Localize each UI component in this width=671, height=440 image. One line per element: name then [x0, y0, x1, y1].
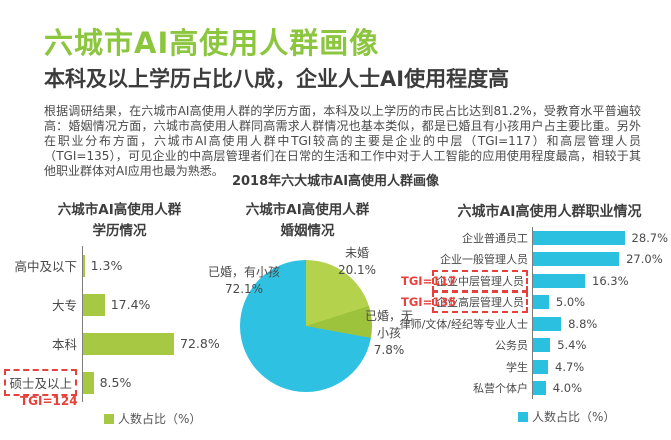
bar-row: 公务员 5.4% — [398, 334, 671, 356]
bar-row: 大专 17.4% — [2, 285, 225, 324]
bar-plot-area: 17.4% — [82, 285, 225, 324]
pie-slice-label: 未婚 — [344, 246, 369, 260]
figure-title: 2018年六大城市AI高使用人群画像 — [231, 174, 440, 189]
occupation-chart-title: 六城市AI高使用人群职业情况 — [457, 204, 642, 220]
marital-chart-title: 六城市AI高使用人群 婚姻情况 — [195, 196, 420, 242]
bar — [83, 332, 174, 355]
bar — [83, 293, 105, 316]
bar — [83, 371, 94, 394]
bar-category-label: 本科 — [51, 337, 77, 352]
bar-row: 律师/文体/经纪等专业人士 8.8% — [398, 313, 671, 335]
education-legend-label: 人数占比（%） — [118, 412, 202, 426]
occupation-legend: 人数占比（%） — [518, 408, 615, 425]
bar-category-label: 公务员 — [495, 339, 528, 353]
bar-plot-area: 4.0% — [532, 377, 671, 399]
marital-pie — [240, 260, 372, 392]
tgi-label: TGI=117 — [401, 273, 457, 288]
bar-row: 私营个体户 4.0% — [398, 377, 671, 399]
pie-label-married-no-kids: 已婚，无小孩 7.8% — [363, 308, 415, 359]
bar-value-label: 28.7% — [631, 230, 669, 245]
education-legend: 人数占比（%） — [104, 410, 201, 427]
pie-label-unmarried: 未婚 20.1% — [331, 245, 383, 279]
pie-slice-value: 72.1% — [224, 282, 264, 296]
bar-value-label: 16.3% — [592, 273, 629, 288]
bar — [533, 338, 551, 353]
bar-plot-area: 1.3% — [82, 246, 225, 285]
occupation-chart: 六城市AI高使用人群职业情况 企业普通员工 28.7% 企业一般管理人员 27.0% T… — [398, 196, 671, 440]
bar-value-label: 72.8% — [180, 336, 220, 351]
bar-category-label: 私营个体户 — [473, 382, 528, 396]
bar-row: 学生 4.7% — [398, 356, 671, 378]
bar — [83, 254, 85, 277]
bar — [533, 316, 562, 331]
bar-row: TGI=124 硕士及以上 8.5% — [2, 363, 225, 408]
tgi-label: TGI=135 — [401, 295, 457, 310]
bar-plot-area: 16.3% — [532, 270, 671, 292]
bar-row: 高中及以下 1.3% — [2, 246, 225, 285]
bar-value-label: 5.0% — [555, 295, 586, 310]
marital-chart-title-line2: 婚姻情况 — [280, 223, 335, 239]
bar-plot-area: 4.7% — [532, 356, 671, 378]
occupation-legend-swatch — [518, 411, 528, 422]
bar — [533, 252, 620, 267]
occupation-legend-label: 人数占比（%） — [532, 410, 616, 424]
bar-value-label: 4.7% — [555, 359, 585, 374]
marital-chart: 六城市AI高使用人群 婚姻情况 已婚，有小孩 72.1% 未婚 20.1% 已婚… — [195, 196, 420, 440]
bar-plot-area: 72.8% — [82, 324, 225, 363]
bar-row: TGI=135 企业高层管理人员 5.0% — [398, 291, 671, 314]
bar-value-label: 1.3% — [90, 258, 123, 273]
bar-row: 企业一般管理人员 27.0% — [398, 248, 671, 270]
bar-category-label: 大专 — [51, 298, 77, 313]
tgi-label: TGI=124 — [20, 394, 78, 408]
pie-slice-value: 7.8% — [373, 343, 405, 357]
pie-slice-value: 20.1% — [337, 263, 377, 277]
bar-category-label: 硕士及以上 — [2, 363, 82, 402]
page-title: 六城市AI高使用人群画像 — [44, 26, 380, 60]
bar-category-label: 律师/文体/经纪等专业人士 — [399, 317, 528, 331]
education-chart-title: 六城市AI高使用人群 学历情况 — [2, 196, 225, 242]
bar-category-label: 企业高层管理人员 — [398, 291, 532, 314]
bar-row: 企业普通员工 28.7% — [398, 227, 671, 249]
occupation-bars: 企业普通员工 28.7% 企业一般管理人员 27.0% TGI=117 企业中层管理人员 1… — [398, 227, 671, 399]
pie-slice-label: 已婚，无小孩 — [364, 309, 413, 340]
bar-plot-area: 28.7% — [532, 227, 671, 249]
bar-category-label: 企业一般管理人员 — [440, 253, 528, 267]
bar-plot-area: 5.4% — [532, 334, 671, 356]
bar — [533, 381, 546, 396]
bar-row: 本科 72.8% — [2, 324, 225, 363]
bar-value-label: 5.4% — [557, 338, 587, 353]
bar-plot-area: 27.0% — [532, 248, 671, 270]
bar-category-label: 高中及以下 — [14, 259, 77, 274]
bar — [533, 359, 548, 374]
pie-label-married-with-kids: 已婚，有小孩 72.1% — [205, 264, 283, 298]
education-chart: 六城市AI高使用人群 学历情况 高中及以下 1.3% 大专 17.4% 本科 72.8% T… — [2, 196, 225, 440]
bar-value-label: 8.8% — [568, 316, 598, 331]
bar-row: TGI=117 企业中层管理人员 16.3% — [398, 269, 671, 292]
bar-value-label: 8.5% — [99, 375, 132, 390]
page-subtitle: 本科及以上学历占比八成，企业人士AI使用程度高 — [44, 67, 510, 91]
education-legend-swatch — [104, 413, 114, 424]
bar-value-label: 17.4% — [110, 297, 151, 312]
intro-paragraph: 根据调研结果，在六城市AI高使用人群的学历方面，本科及以上学历的市民占比达到81… — [44, 104, 641, 178]
bar-category-label: 学生 — [506, 360, 528, 374]
bar-plot-area: 8.5% — [82, 363, 225, 402]
marital-chart-title-line1: 六城市AI高使用人群 — [245, 202, 370, 218]
pie-slice-label: 已婚，有小孩 — [207, 265, 280, 279]
bar-value-label: 4.0% — [552, 381, 583, 396]
bar-category-label: 企业中层管理人员 — [398, 269, 532, 292]
bar-plot-area: 8.8% — [532, 313, 671, 335]
bar — [533, 273, 585, 288]
bar — [533, 230, 625, 245]
education-bars: 高中及以下 1.3% 大专 17.4% 本科 72.8% TGI=124 硕士及以上 8.5% — [2, 246, 225, 408]
bar-plot-area: 5.0% — [532, 291, 671, 313]
bar — [533, 295, 549, 310]
education-chart-title-line1: 六城市AI高使用人群 — [57, 202, 182, 218]
bar-value-label: 27.0% — [626, 252, 663, 267]
bar-category-label: 企业普通员工 — [462, 231, 528, 245]
education-chart-title-line2: 学历情况 — [92, 223, 147, 239]
